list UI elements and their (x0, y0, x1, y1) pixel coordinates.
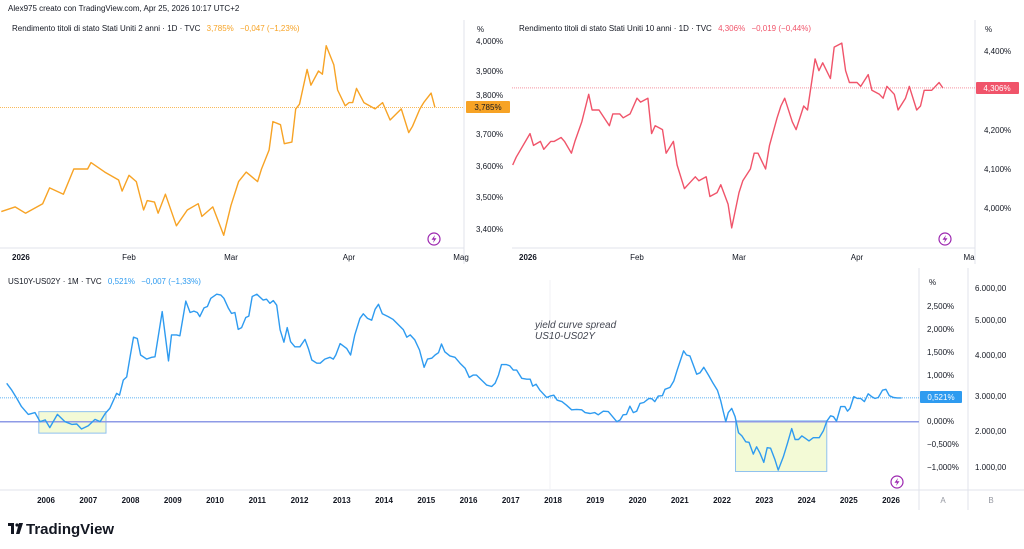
tradingview-logo-icon (8, 523, 23, 534)
legend-change: −0,019 (−0,44%) (751, 24, 811, 33)
lightning-icon[interactable] (938, 232, 952, 246)
y-tick-label: 1,000% (927, 371, 954, 380)
scale-b-button[interactable]: B (988, 496, 993, 505)
creator-credit: Alex975 creato con TradingView.com, Apr … (8, 4, 240, 13)
x-tick-label: Ma (963, 253, 975, 262)
x-tick-label: 2006 (37, 496, 55, 505)
axis-ticks: 4,000% 3,900% 3,800% 3,700% 3,600% 3,500% 3,40… (12, 37, 1011, 505)
y2-tick-label: 2.000,00 (975, 427, 1007, 436)
x-tick-label: Feb (630, 253, 644, 262)
x-tick-label: 2026 (882, 496, 900, 505)
x-tick-label: Feb (122, 253, 136, 262)
x-tick-label: 2012 (291, 496, 309, 505)
x-tick-label: 2015 (417, 496, 435, 505)
x-tick-label: Mar (732, 253, 746, 262)
y2-tick-label: 5.000,00 (975, 316, 1007, 325)
scale-a-button[interactable]: A (940, 496, 946, 505)
legend-spread[interactable]: US10Y-US02Y · 1M · TVC 0,521% −0,007 (−1… (8, 277, 201, 286)
tradingview-logo-text: TradingView (26, 521, 114, 538)
y-tick-label: 4,200% (984, 126, 1011, 135)
y-tick-label: −0,500% (927, 440, 959, 449)
y2-tick-label: 3.000,00 (975, 392, 1007, 401)
y2-tick-label: 1.000,00 (975, 463, 1007, 472)
legend-change: −0,007 (−1,33%) (141, 277, 201, 286)
legend-title: US10Y-US02Y · 1M · TVC (8, 277, 102, 286)
x-tick-label: 2017 (502, 496, 520, 505)
x-tick-label: Apr (343, 253, 356, 262)
x-tick-label: Apr (851, 253, 864, 262)
legend-title: Rendimento titoli di stato Stati Uniti 1… (519, 24, 712, 33)
x-tick-label: Mag (453, 253, 469, 262)
y2-tick-label: 4.000,00 (975, 351, 1007, 360)
legend-last-value: 0,521% (108, 277, 135, 286)
legend-us02y[interactable]: Rendimento titoli di stato Stati Uniti 2… (12, 24, 300, 33)
x-tick-label: 2025 (840, 496, 858, 505)
x-tick-label: 2022 (713, 496, 731, 505)
legend-last-value: 4,306% (718, 24, 745, 33)
y2-tick-label: 6.000,00 (975, 284, 1007, 293)
badge-text: 3,785% (474, 103, 501, 112)
unit-label: % (477, 25, 484, 34)
y-tick-label: −1,000% (927, 463, 959, 472)
x-tick-label: 2009 (164, 496, 182, 505)
price-badge-us02y: 3,785% (466, 101, 510, 113)
y-tick-label: 3,400% (476, 225, 503, 234)
us10y-line[interactable] (512, 42, 944, 229)
y-tick-label: 4,000% (476, 37, 503, 46)
x-tick-label: 2013 (333, 496, 351, 505)
legend-last-value: 3,785% (207, 24, 234, 33)
spread-line[interactable] (6, 293, 902, 471)
x-tick-label: 2026 (519, 253, 537, 262)
y-tick-label: 2,000% (927, 325, 954, 334)
x-tick-label: 2016 (460, 496, 478, 505)
x-tick-label: 2020 (629, 496, 647, 505)
y-tick-label: 3,700% (476, 130, 503, 139)
y-tick-label: 3,900% (476, 67, 503, 76)
y-tick-label: 2,500% (927, 302, 954, 311)
x-tick-label: 2018 (544, 496, 562, 505)
x-tick-label: 2007 (79, 496, 97, 505)
x-tick-label: 2011 (249, 496, 267, 505)
x-tick-label: 2024 (798, 496, 816, 505)
y-tick-label: 3,500% (476, 193, 503, 202)
series-lines (0, 42, 975, 471)
y-tick-label: 4,100% (984, 165, 1011, 174)
annotation-line-2[interactable]: US10-US02Y (535, 331, 596, 342)
x-tick-label: 2023 (755, 496, 773, 505)
y-tick-label: 4,400% (984, 47, 1011, 56)
price-badge-spread: 0,521% (920, 391, 962, 403)
y-tick-label: 0,000% (927, 417, 954, 426)
x-tick-label: Mar (224, 253, 238, 262)
x-tick-label: 2021 (671, 496, 689, 505)
highlight-regions (38, 411, 828, 473)
badge-text: 0,521% (927, 393, 954, 402)
annotation-line-1[interactable]: yield curve spread (534, 320, 617, 331)
badge-text: 4,306% (983, 84, 1010, 93)
us02y-line[interactable] (1, 45, 436, 237)
legend-title: Rendimento titoli di stato Stati Uniti 2… (12, 24, 201, 33)
x-tick-label: 2014 (375, 496, 393, 505)
x-tick-label: 2008 (122, 496, 140, 505)
y-tick-label: 1,500% (927, 348, 954, 357)
unit-label: % (929, 278, 936, 287)
price-badge-us10y: 4,306% (976, 82, 1019, 94)
x-tick-label: 2019 (586, 496, 604, 505)
legend-change: −0,047 (−1,23%) (240, 24, 300, 33)
lightning-icon[interactable] (427, 232, 441, 246)
lightning-icon[interactable] (890, 475, 904, 489)
tradingview-logo[interactable]: TradingView (8, 521, 114, 538)
x-tick-label: 2010 (206, 496, 224, 505)
legend-us10y[interactable]: Rendimento titoli di stato Stati Uniti 1… (519, 24, 811, 33)
y-tick-label: 4,000% (984, 204, 1011, 213)
unit-label: % (985, 25, 992, 34)
x-tick-label: 2026 (12, 253, 30, 262)
y-tick-label: 3,800% (476, 91, 503, 100)
y-tick-label: 3,600% (476, 162, 503, 171)
